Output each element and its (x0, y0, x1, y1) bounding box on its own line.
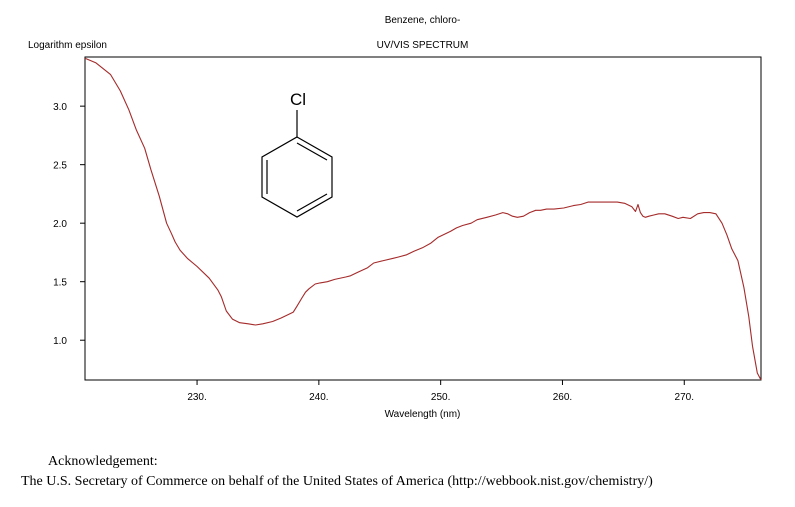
spectrum-line (84, 57, 762, 381)
y-tick-label: 2.5 (53, 161, 67, 172)
y-tick-label: 2.0 (53, 219, 67, 230)
x-tick-label: 270. (675, 392, 694, 403)
y-tick-label: 1.0 (53, 336, 67, 347)
acknowledgement-text: The U.S. Secretary of Commerce on behalf… (21, 474, 653, 489)
ring-double-bond (296, 193, 328, 212)
compound-name: Benzene, chloro- (384, 15, 461, 26)
x-tick-label: 260. (553, 392, 572, 403)
ring-double-bond (296, 142, 328, 161)
chlorobenzene-structure: Cl (261, 90, 333, 218)
axis-ticks: 230. 240. 250. 260. 270. 1.0 1.5 2.0 2.5 3.0 (53, 102, 694, 403)
x-tick-label: 250. (431, 392, 450, 403)
plot-frame (84, 56, 762, 381)
y-tick-label: 1.5 (53, 278, 67, 289)
chart-title: UV/VIS SPECTRUM (376, 40, 469, 51)
benzene-ring (261, 136, 333, 218)
y-tick-label: 3.0 (53, 102, 67, 113)
x-tick-label: 230. (187, 392, 206, 403)
y-axis-label: Logarithm epsilon (28, 40, 107, 51)
x-tick-label: 240. (309, 392, 328, 403)
series-layer (84, 57, 762, 381)
x-axis-label: Wavelength (nm) (384, 409, 461, 420)
acknowledgement-title: Acknowledgement: (48, 454, 158, 469)
chlorine-label: Cl (290, 90, 306, 109)
